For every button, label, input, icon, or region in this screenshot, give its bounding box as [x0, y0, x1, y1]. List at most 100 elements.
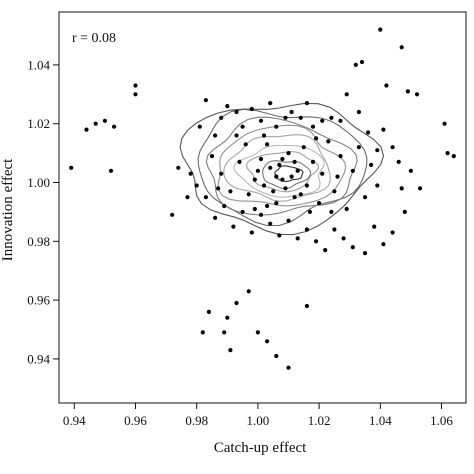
data-point — [277, 162, 282, 167]
data-point — [246, 289, 251, 294]
data-point — [249, 106, 254, 112]
data-point — [384, 83, 389, 88]
data-point — [408, 168, 413, 173]
data-point — [197, 124, 202, 129]
data-point — [283, 186, 288, 191]
data-point — [399, 45, 404, 50]
contour-line — [179, 102, 385, 236]
data-point — [268, 221, 273, 226]
data-point — [356, 109, 361, 115]
data-point — [362, 251, 368, 256]
data-point — [240, 209, 245, 214]
data-point — [353, 62, 358, 67]
contour-line — [223, 134, 331, 202]
x-tick-label: 1.06 — [430, 413, 453, 428]
data-point — [246, 192, 251, 197]
data-point — [405, 89, 410, 94]
data-point — [329, 115, 334, 120]
data-point — [332, 189, 337, 194]
data-point — [84, 127, 89, 132]
data-point — [442, 121, 447, 126]
data-point — [237, 159, 242, 164]
data-point — [265, 203, 270, 209]
contour-line — [217, 124, 347, 207]
data-point — [240, 124, 245, 129]
data-point — [378, 27, 383, 32]
data-point — [344, 206, 349, 212]
data-point — [289, 109, 294, 115]
data-point — [375, 148, 380, 153]
data-point — [258, 212, 264, 217]
data-point — [310, 159, 316, 164]
data-point — [280, 177, 285, 182]
data-point — [258, 156, 264, 162]
data-point — [320, 118, 325, 123]
data-point — [194, 183, 199, 188]
data-point — [234, 133, 239, 138]
data-point — [286, 151, 291, 156]
data-point — [314, 136, 319, 141]
axes: 0.94 0.96 0.98 1.00 1.02 1.04 1.06 0.94 0.96 0.98… — [27, 11, 467, 428]
data-point — [298, 192, 303, 197]
data-point — [335, 174, 340, 179]
x-tick-label: 0.96 — [124, 413, 147, 428]
data-point — [213, 215, 218, 220]
data-point — [112, 124, 117, 129]
data-point — [381, 242, 386, 247]
y-tick-label: 0.96 — [27, 293, 50, 308]
data-point — [396, 159, 401, 164]
x-tick-label: 0.94 — [63, 413, 86, 428]
data-point — [362, 195, 368, 200]
data-point — [332, 227, 337, 232]
y-tick-label: 0.94 — [27, 351, 50, 366]
data-point — [228, 189, 233, 194]
x-tick-label: 1.04 — [369, 413, 392, 428]
data-point — [359, 59, 365, 65]
contour-line — [245, 151, 320, 193]
data-point — [188, 171, 193, 176]
data-point — [402, 209, 407, 214]
data-point — [369, 162, 374, 167]
data-point — [219, 171, 224, 176]
data-point — [274, 124, 279, 129]
data-point — [414, 92, 420, 97]
data-point — [274, 201, 279, 206]
data-point — [307, 209, 312, 214]
data-point — [261, 133, 267, 138]
data-point — [375, 183, 380, 188]
data-point — [216, 186, 221, 191]
data-point — [170, 212, 175, 217]
data-point — [301, 145, 306, 150]
data-point — [283, 115, 288, 120]
data-point — [292, 195, 297, 200]
data-point — [289, 174, 294, 179]
data-point — [295, 236, 300, 241]
data-point — [390, 230, 395, 235]
data-point — [338, 118, 343, 123]
y-axis-label: Innovation effect — [0, 158, 16, 261]
data-points — [69, 27, 456, 370]
data-point — [350, 168, 355, 173]
data-point — [200, 330, 205, 335]
data-point — [213, 133, 218, 138]
data-point — [298, 115, 303, 120]
data-point — [286, 365, 291, 370]
y-tick-label: 1.02 — [27, 116, 50, 131]
data-point — [350, 245, 355, 250]
data-point — [274, 174, 279, 179]
data-point — [203, 98, 208, 103]
data-point — [255, 330, 260, 335]
y-tick-label: 0.98 — [27, 234, 50, 249]
data-point — [185, 195, 190, 200]
contour-line — [274, 165, 304, 182]
x-tick-label: 1.02 — [308, 413, 331, 428]
data-point — [243, 142, 248, 147]
data-point — [225, 315, 230, 320]
data-point — [222, 203, 227, 209]
data-point — [261, 183, 267, 188]
data-point — [304, 183, 309, 188]
data-point — [268, 101, 273, 106]
data-point — [314, 239, 319, 244]
contour-line — [262, 160, 312, 190]
